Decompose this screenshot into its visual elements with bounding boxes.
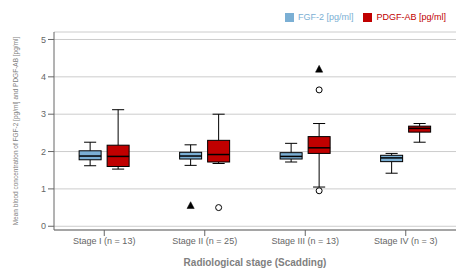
svg-text:Stage IV (n = 3): Stage IV (n = 3)	[374, 236, 437, 246]
html-text:FGF-2 [pg/ml]: FGF-2 [pg/ml]	[298, 12, 354, 22]
svg-text:2: 2	[41, 147, 46, 157]
svg-text:Mean blood concentration of FG: Mean blood concentration of FGF-2 [pg/ml…	[12, 37, 20, 226]
svg-text:Stage III (n = 13): Stage III (n = 13)	[272, 236, 339, 246]
svg-text:Stage I (n = 13): Stage I (n = 13)	[73, 236, 135, 246]
svg-text:3: 3	[41, 109, 46, 119]
svg-text:Radiological stage (Scadding): Radiological stage (Scadding)	[184, 257, 327, 268]
svg-text:5: 5	[41, 35, 46, 45]
svg-text:Stage II (n = 25): Stage II (n = 25)	[172, 236, 237, 246]
svg-text:4: 4	[41, 72, 46, 82]
svg-text:0: 0	[41, 221, 46, 231]
svg-text:1: 1	[41, 184, 46, 194]
html-text:PDGF-AB [pg/ml]: PDGF-AB [pg/ml]	[376, 12, 446, 22]
